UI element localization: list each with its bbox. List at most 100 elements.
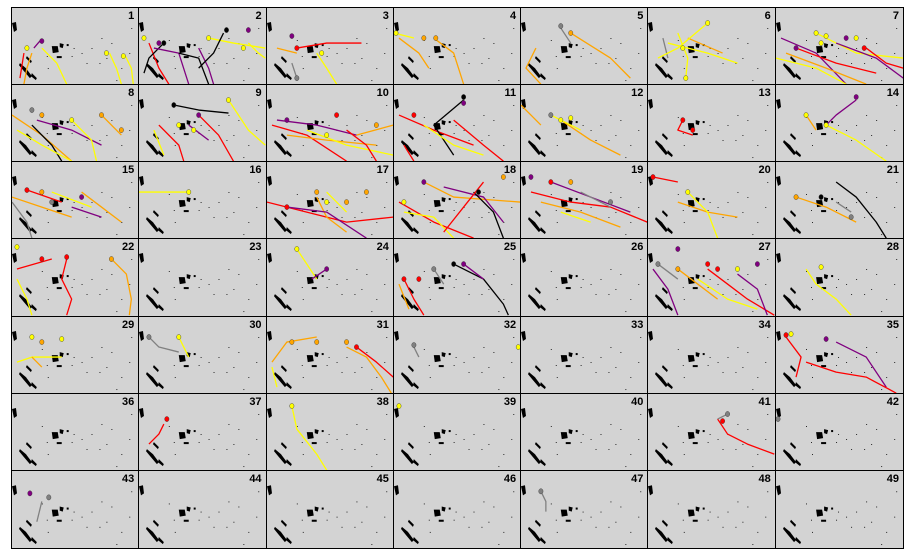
islet-dot [383, 53, 385, 54]
land-shapes [521, 253, 642, 313]
map-panel: 11 [393, 85, 522, 163]
islet-dot [863, 217, 865, 219]
islet-dot [455, 511, 457, 513]
track-start-marker [655, 261, 661, 268]
islet-dot [710, 202, 711, 204]
island-shape [648, 407, 654, 418]
islet-dot [248, 145, 250, 147]
land-shapes [266, 253, 387, 313]
island-shape [667, 381, 674, 389]
land-shapes [521, 330, 642, 390]
islet-dot [256, 361, 258, 363]
islet-dot [630, 531, 632, 533]
islet-dot [810, 519, 812, 521]
island-shape [794, 536, 801, 544]
land-shapes [648, 99, 769, 159]
panel-map [266, 99, 393, 162]
track-start-marker [823, 33, 829, 39]
storm-track [198, 32, 225, 69]
island-shape [693, 133, 699, 136]
islet-dot [481, 63, 483, 65]
islet-dot [600, 125, 602, 127]
islet-dot [213, 526, 215, 528]
land-shapes [139, 330, 260, 390]
island-shape [280, 133, 287, 141]
track-start-marker [568, 179, 574, 186]
island-shape [823, 43, 828, 49]
island-shape [565, 210, 571, 213]
islet-dot [47, 531, 49, 533]
islet-dot [870, 289, 872, 291]
island-shape [830, 352, 833, 355]
map-panel: 45 [266, 470, 394, 548]
island-shape [306, 200, 314, 208]
islet-dot [718, 130, 719, 132]
islet-dot [226, 294, 228, 296]
island-shape [815, 46, 823, 54]
panel-map [139, 97, 266, 162]
panel-map [648, 99, 769, 159]
island-shape [12, 407, 17, 418]
islet-dot [737, 346, 739, 348]
panel-number: 5 [637, 10, 644, 22]
islet-dot [855, 279, 857, 281]
islet-dot [258, 336, 260, 338]
storm-track [413, 346, 420, 357]
map-panel: 19 [521, 162, 649, 240]
island-shape [193, 429, 196, 432]
land-shapes [139, 253, 260, 313]
island-shape [18, 448, 32, 464]
islet-dot [640, 259, 642, 261]
island-shape [59, 351, 64, 357]
islet-dot [106, 289, 108, 291]
islet-dot [296, 194, 298, 196]
track-start-marker [323, 132, 329, 139]
storm-track [26, 189, 62, 203]
island-shape [540, 536, 546, 544]
map-panel: 23 [139, 239, 267, 317]
islet-dot [73, 125, 75, 127]
panel-map [393, 330, 521, 390]
track-start-marker [651, 174, 656, 181]
islet-dot [875, 197, 877, 199]
island-shape [393, 176, 399, 187]
map-panel: 24 [266, 239, 394, 317]
panel-map [139, 176, 260, 236]
islet-dot [752, 543, 754, 545]
island-shape [782, 371, 796, 387]
islet-dot [302, 453, 304, 455]
islet-dot [640, 182, 642, 184]
track-start-marker [861, 45, 867, 51]
islet-dot [708, 133, 709, 135]
island-shape [823, 506, 828, 512]
islet-dot [243, 234, 245, 236]
islet-dot [71, 56, 73, 57]
storm-track [290, 405, 327, 470]
island-shape [285, 304, 292, 312]
islet-dot [493, 43, 495, 44]
track-start-marker [528, 174, 534, 181]
island-shape [311, 441, 317, 444]
islet-dot [757, 68, 759, 70]
island-shape [407, 519, 414, 527]
islet-dot [296, 40, 298, 41]
islet-dot [805, 194, 807, 196]
track-start-marker [823, 122, 829, 129]
storm-track [306, 129, 393, 156]
island-shape [575, 44, 578, 47]
islet-dot [453, 519, 455, 521]
island-shape [696, 120, 701, 126]
islet-dot [493, 120, 495, 122]
islet-dot [767, 259, 769, 261]
island-shape [560, 200, 568, 208]
islet-dot [503, 299, 505, 301]
track-start-marker [323, 199, 329, 206]
islet-dot [86, 217, 88, 219]
islet-dot [710, 433, 711, 435]
map-panel: 13 [648, 85, 776, 163]
island-shape [407, 133, 414, 141]
islet-dot [481, 371, 483, 373]
track-start-marker [46, 494, 52, 501]
islet-dot [638, 53, 640, 54]
track-start-marker [793, 45, 799, 51]
